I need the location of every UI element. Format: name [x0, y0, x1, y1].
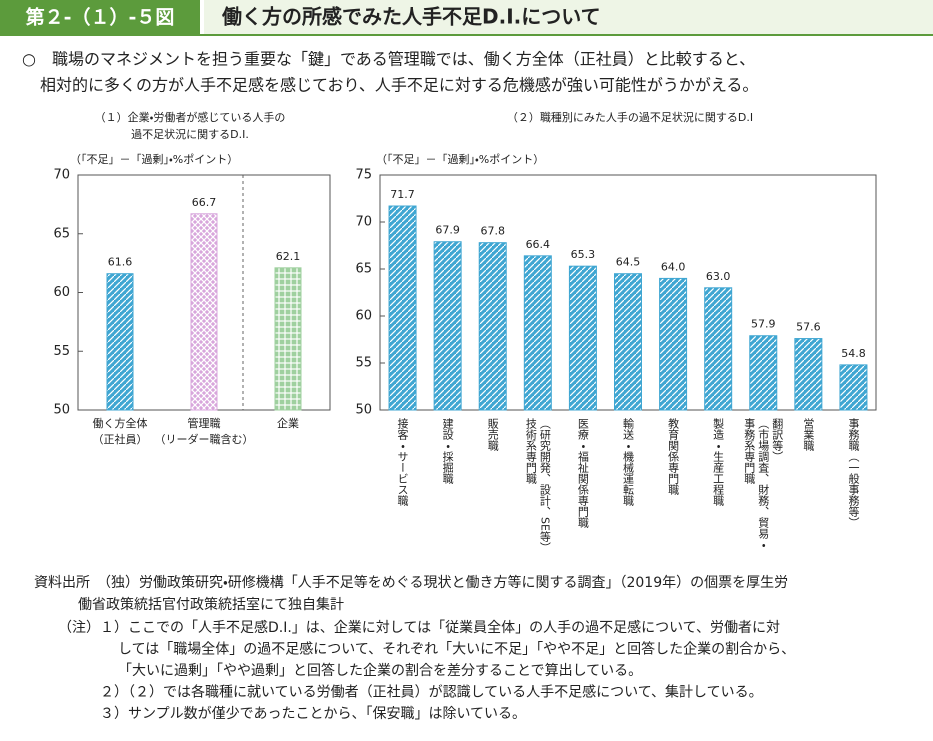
value-label: 57.9: [751, 318, 776, 331]
y-tick-label: 60: [53, 285, 70, 300]
bar: [274, 267, 302, 411]
y-tick-label: 70: [53, 168, 70, 183]
x-tick-label: 管理職: [188, 416, 221, 430]
source-text: 資料出所 （独）労働政策研究・研修機構「人手不足等をめぐる現状と働き方等に関する…: [34, 574, 788, 591]
y-tick-label: 50: [355, 403, 372, 418]
x-tick-label: 事務系専門職: [743, 418, 756, 485]
x-tick-label: 技術系専門職: [524, 418, 537, 485]
x-tick-label: 営業職: [802, 417, 815, 452]
x-tick-label: （市場調査、財務、貿易・: [757, 418, 770, 550]
note-text: 「大いに過剰」「やや過剰」と回答した企業の割合を差分することで算出している。: [118, 662, 642, 679]
note-text: １）ここでの「人手不足感D.I.」は、企業に対しては「従業員全体」の人手の過不足…: [100, 619, 780, 636]
y-tick-label: 50: [53, 403, 70, 418]
bar: [478, 242, 507, 411]
value-label: 66.4: [526, 238, 551, 251]
y-tick-label: 75: [355, 168, 372, 183]
bar: [794, 338, 823, 411]
x-tick-label: 事務職（一般事務等）: [847, 418, 860, 528]
value-label: 63.0: [706, 270, 731, 283]
value-label: 66.7: [192, 196, 217, 209]
bar: [388, 205, 417, 411]
x-tick-label: 建設・採掘職: [441, 418, 454, 485]
value-label: 71.7: [390, 188, 415, 201]
value-label: 67.8: [480, 225, 505, 238]
figure-badge: [0, 0, 200, 34]
bar: [704, 287, 733, 411]
x-tick-label: 接客・サービス職: [396, 418, 409, 507]
bar: [659, 277, 688, 411]
chart-title: （１）企業・労働者が感じている人手の: [95, 110, 286, 124]
y-tick-label: 65: [53, 226, 70, 241]
x-tick-label: 企業: [277, 416, 299, 430]
bar: [523, 255, 552, 411]
bar: [433, 241, 462, 411]
page-title: 働く方の所感でみた人手不足D.I.について: [221, 5, 601, 29]
x-tick-label: 医療・福祉関係専門職: [576, 418, 589, 529]
value-label: 67.9: [435, 224, 460, 237]
bar: [106, 273, 134, 411]
note-text: ２）（２）では各職種に就いている労働者（正社員）が認識している人手不足感について…: [100, 684, 763, 701]
chart-title: 過不足状況に関するD.I.: [131, 127, 249, 141]
x-tick-label: 働く方全体: [93, 416, 148, 430]
value-label: 65.3: [571, 248, 596, 261]
x-tick-label: 翻訳等）: [771, 417, 784, 462]
bar: [839, 364, 868, 411]
y-axis-label: （「不足」－「過剰」・%ポイント）: [70, 153, 238, 166]
note-text: ３）サンプル数が僅少であったことから、「保安職」は除いている。: [100, 706, 526, 722]
notes-label: （注）: [58, 620, 100, 636]
x-tick-label: 教育関係専門職: [667, 418, 680, 496]
title-band: [204, 0, 933, 34]
lead-text: 相対的に多くの方が人手不足感を感じており、人手不足に対する危機感が強い可能性がう…: [40, 76, 758, 95]
x-tick-label: 製造・生産工程職: [712, 417, 725, 507]
bar: [614, 273, 642, 411]
value-label: 61.6: [108, 256, 133, 269]
bar: [568, 265, 597, 411]
value-label: 64.5: [616, 256, 641, 269]
y-tick-label: 55: [355, 356, 372, 371]
source-text: 働省政策統括官付政策統括室にて独自集計: [78, 596, 344, 613]
value-label: 64.0: [661, 260, 686, 273]
lead-text: ○ 職場のマネジメントを担う重要な「鍵」である管理職では、働く方全体（正社員）と…: [22, 50, 755, 69]
x-tick-label: （正社員）: [93, 432, 148, 446]
note-text: しては「職場全体」の過不足感について、それぞれ「大いに不足」「やや不足」と回答し…: [118, 641, 795, 658]
figure-number: 第２-（１）-５図: [26, 6, 175, 29]
value-label: 54.8: [841, 347, 866, 360]
x-tick-label: 販売職: [486, 418, 499, 452]
x-tick-label: 輸送・機械運転職: [622, 418, 635, 507]
value-label: 62.1: [276, 250, 301, 263]
x-tick-label: （リーダー職含む）: [155, 432, 254, 446]
y-tick-label: 60: [355, 309, 372, 324]
chart-title: （２）職種別にみた人手の過不足状況に関するD.I: [507, 110, 753, 124]
y-axis-label: （「不足」－「過剰」・%ポイント）: [376, 153, 544, 166]
bar: [749, 335, 778, 411]
x-tick-label: （研究開発、設計、SE等）: [538, 418, 551, 553]
y-tick-label: 55: [53, 344, 70, 359]
bar: [190, 213, 218, 411]
value-label: 57.6: [796, 321, 821, 334]
y-tick-label: 70: [355, 215, 372, 230]
y-tick-label: 65: [355, 262, 372, 277]
